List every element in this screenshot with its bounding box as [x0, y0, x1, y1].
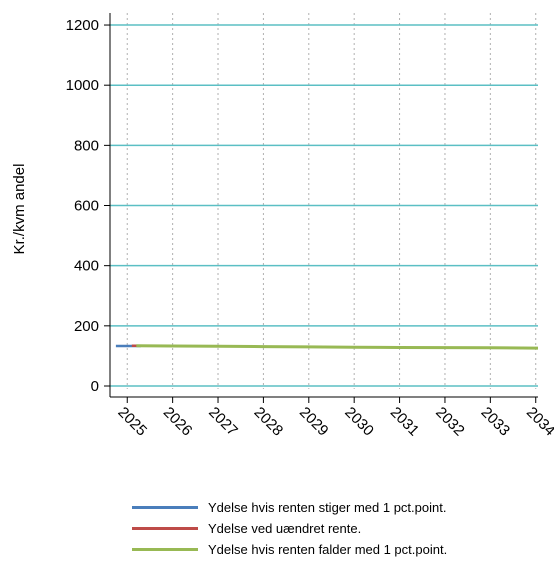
- x-tick-label: 2028: [251, 404, 287, 440]
- legend-item: Ydelse hvis renten falder med 1 pct.poin…: [132, 539, 542, 560]
- legend-swatch: [132, 527, 198, 530]
- x-tick-label: 2029: [296, 404, 332, 440]
- x-tick-label: 2025: [114, 404, 150, 440]
- legend-swatch: [132, 506, 198, 509]
- legend-swatch: [132, 548, 198, 551]
- vertical-gridlines: [126, 13, 537, 389]
- y-tick-label: 200: [74, 318, 99, 335]
- y-tick-label: 600: [74, 198, 99, 215]
- y-tick-label: 0: [91, 378, 99, 395]
- y-axis: 0 200 400 600 800 1000 1200: [66, 13, 111, 397]
- x-tick-label: 2033: [478, 404, 514, 440]
- x-tick-label: 2034: [523, 404, 554, 440]
- legend-label: Ydelse ved uændret rente.: [208, 521, 362, 536]
- x-tick-label: 2031: [387, 404, 423, 440]
- series-line: [136, 344, 538, 350]
- x-tick-label: 2030: [341, 404, 377, 440]
- x-tick-label: 2027: [205, 404, 241, 440]
- y-tick-label: 1000: [66, 77, 99, 94]
- legend-item: Ydelse ved uændret rente.: [132, 518, 542, 539]
- legend-item: Ydelse hvis renten stiger med 1 pct.poin…: [132, 497, 542, 518]
- y-tick-label: 800: [74, 137, 99, 154]
- horizontal-gridlines: [110, 24, 538, 387]
- legend-label: Ydelse hvis renten stiger med 1 pct.poin…: [208, 500, 447, 515]
- x-axis: 2025 2026 2027 2028 2029 2030 2031 2032 2033 2034: [110, 396, 554, 440]
- series-lines: [115, 344, 538, 350]
- y-axis-title: Kr./kvm andel: [11, 164, 28, 255]
- y-tick-label: 400: [74, 258, 99, 275]
- y-tick-label: 1200: [66, 17, 99, 34]
- legend-label: Ydelse hvis renten falder med 1 pct.poin…: [208, 542, 448, 557]
- legend: Ydelse hvis renten stiger med 1 pct.poin…: [132, 497, 542, 560]
- x-tick-label: 2026: [160, 404, 196, 440]
- x-tick-label: 2032: [432, 404, 468, 440]
